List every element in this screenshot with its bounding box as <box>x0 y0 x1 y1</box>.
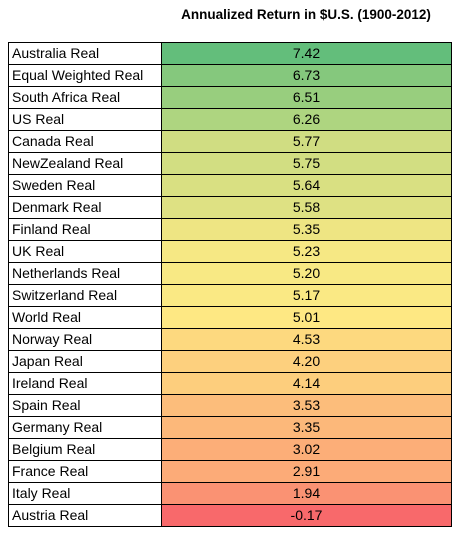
table-row: Japan Real 4.20 <box>8 350 452 373</box>
row-label: Austria Real <box>8 504 162 527</box>
table-row: Belgium Real 3.02 <box>8 438 452 461</box>
row-label: Italy Real <box>8 482 162 505</box>
return-value-cell: 7.42 <box>161 42 452 65</box>
table-row: Austria Real -0.17 <box>8 504 452 527</box>
table-row: Sweden Real 5.64 <box>8 174 452 197</box>
returns-table: Australia Real 7.42 Equal Weighted Real 6.7… <box>8 42 452 527</box>
row-label: Canada Real <box>8 130 162 153</box>
return-value-cell: 5.58 <box>161 196 452 219</box>
row-label: Norway Real <box>8 328 162 351</box>
table-row: Netherlands Real 5.20 <box>8 262 452 285</box>
row-label: Ireland Real <box>8 372 162 395</box>
row-label: Equal Weighted Real <box>8 64 162 87</box>
returns-table-body: Australia Real 7.42 Equal Weighted Real 6.7… <box>8 42 452 527</box>
table-row: Denmark Real 5.58 <box>8 196 452 219</box>
row-label: Belgium Real <box>8 438 162 461</box>
table-row: Ireland Real 4.14 <box>8 372 452 395</box>
return-value-cell: 1.94 <box>161 482 452 505</box>
row-label: Japan Real <box>8 350 162 373</box>
table-row: Equal Weighted Real 6.73 <box>8 64 452 87</box>
return-value-cell: 5.77 <box>161 130 452 153</box>
return-value-cell: 2.91 <box>161 460 452 483</box>
table-row: Canada Real 5.77 <box>8 130 452 153</box>
table-row: France Real 2.91 <box>8 460 452 483</box>
return-value-cell: 3.35 <box>161 416 452 439</box>
row-label: Spain Real <box>8 394 162 417</box>
row-label: Switzerland Real <box>8 284 162 307</box>
row-label: World Real <box>8 306 162 329</box>
table-row: Spain Real 3.53 <box>8 394 452 417</box>
table-row: Finland Real 5.35 <box>8 218 452 241</box>
return-value-cell: 3.53 <box>161 394 452 417</box>
return-value-cell: 5.17 <box>161 284 452 307</box>
table-row: UK Real 5.23 <box>8 240 452 263</box>
row-label: Australia Real <box>8 42 162 65</box>
return-value-cell: -0.17 <box>161 504 452 527</box>
table-row: Australia Real 7.42 <box>8 42 452 65</box>
row-label: NewZealand Real <box>8 152 162 175</box>
row-label: Germany Real <box>8 416 162 439</box>
row-label: US Real <box>8 108 162 131</box>
return-value-cell: 6.73 <box>161 64 452 87</box>
return-value-cell: 5.35 <box>161 218 452 241</box>
row-label: South Africa Real <box>8 86 162 109</box>
row-label: Sweden Real <box>8 174 162 197</box>
return-value-cell: 5.75 <box>161 152 452 175</box>
return-value-cell: 4.20 <box>161 350 452 373</box>
returns-table-container: Australia Real 7.42 Equal Weighted Real 6.7… <box>8 42 452 527</box>
table-row: NewZealand Real 5.75 <box>8 152 452 175</box>
table-row: US Real 6.26 <box>8 108 452 131</box>
row-label: Finland Real <box>8 218 162 241</box>
return-value-cell: 5.23 <box>161 240 452 263</box>
chart-title: Annualized Return in $U.S. (1900-2012) <box>181 7 431 22</box>
table-row: Italy Real 1.94 <box>8 482 452 505</box>
return-value-cell: 5.20 <box>161 262 452 285</box>
row-label: France Real <box>8 460 162 483</box>
return-value-cell: 3.02 <box>161 438 452 461</box>
return-value-cell: 6.51 <box>161 86 452 109</box>
table-row: Norway Real 4.53 <box>8 328 452 351</box>
table-row: Germany Real 3.35 <box>8 416 452 439</box>
table-row: World Real 5.01 <box>8 306 452 329</box>
row-label: Netherlands Real <box>8 262 162 285</box>
return-value-cell: 4.53 <box>161 328 452 351</box>
return-value-cell: 4.14 <box>161 372 452 395</box>
return-value-cell: 6.26 <box>161 108 452 131</box>
table-row: Switzerland Real 5.17 <box>8 284 452 307</box>
return-value-cell: 5.01 <box>161 306 452 329</box>
row-label: UK Real <box>8 240 162 263</box>
table-row: South Africa Real 6.51 <box>8 86 452 109</box>
row-label: Denmark Real <box>8 196 162 219</box>
return-value-cell: 5.64 <box>161 174 452 197</box>
